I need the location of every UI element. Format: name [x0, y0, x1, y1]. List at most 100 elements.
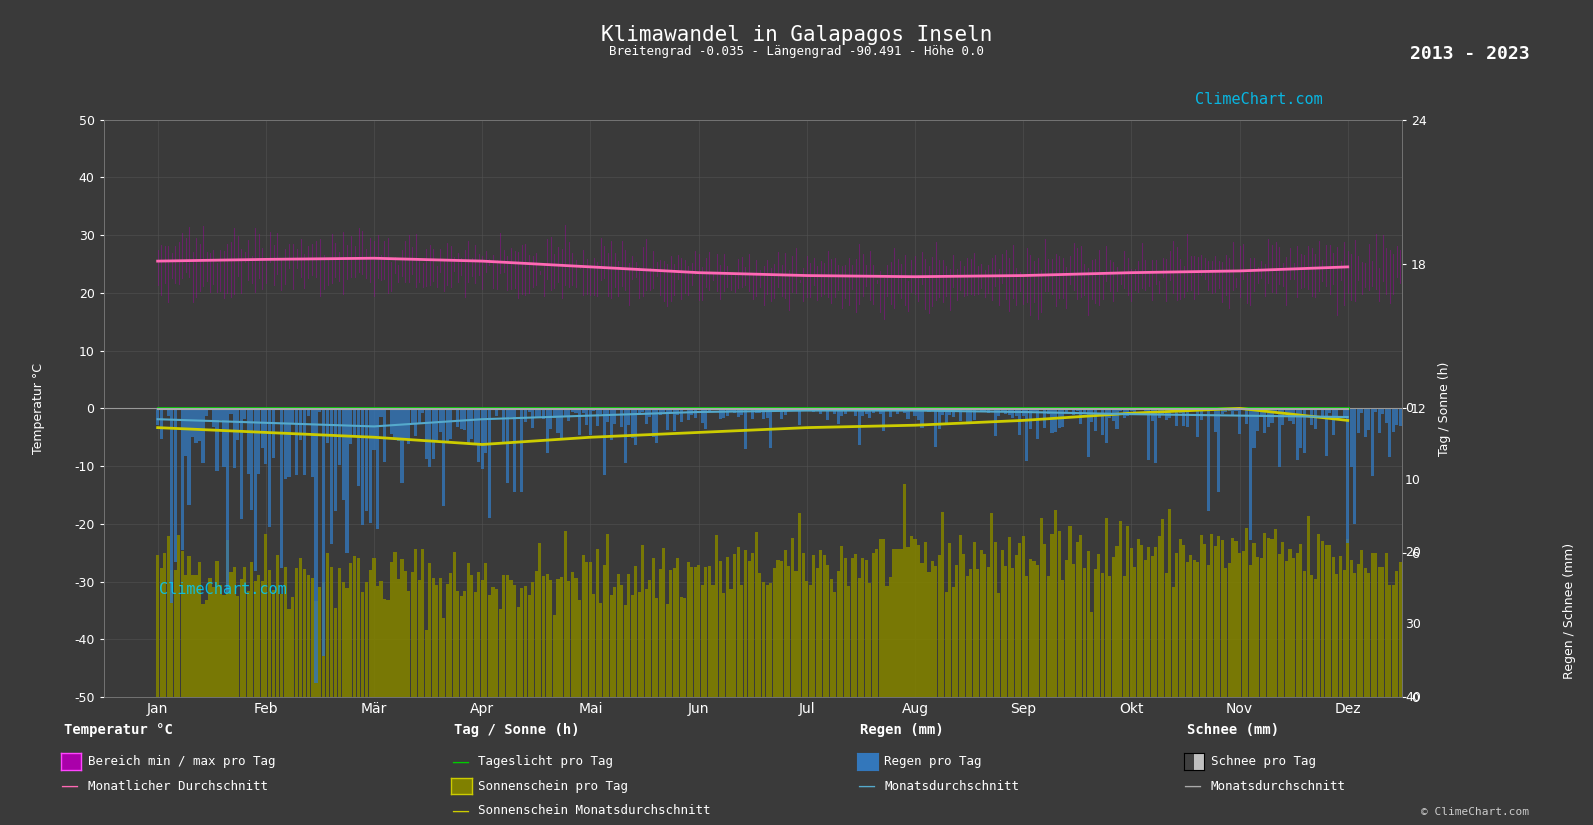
Bar [801, 408, 804, 410]
Bar [226, 540, 229, 697]
Bar [581, 555, 585, 697]
Bar [272, 591, 276, 697]
Bar [948, 543, 951, 697]
Bar [927, 572, 930, 697]
Bar [930, 561, 933, 697]
Bar [484, 563, 487, 697]
Bar [390, 562, 393, 697]
Bar [382, 408, 386, 462]
Bar [556, 579, 559, 697]
Bar [844, 408, 847, 414]
Bar [1094, 569, 1098, 697]
Bar [1314, 579, 1317, 697]
Bar [766, 585, 769, 697]
Bar [1274, 529, 1278, 697]
Bar [1150, 556, 1153, 697]
Bar [553, 408, 556, 418]
Bar [878, 539, 881, 697]
Bar [330, 408, 333, 544]
Bar [631, 596, 634, 697]
Bar [229, 408, 233, 413]
Bar [718, 562, 722, 697]
Bar [1133, 408, 1136, 415]
Bar [634, 566, 637, 697]
Bar [258, 408, 260, 474]
Bar [368, 570, 371, 697]
Bar [680, 596, 683, 697]
Bar [1426, 563, 1429, 697]
Text: Schnee (mm): Schnee (mm) [1187, 724, 1279, 737]
Bar [1360, 549, 1364, 697]
Bar [819, 408, 822, 413]
Bar [1413, 561, 1416, 697]
Bar [886, 408, 889, 410]
Bar [276, 554, 279, 697]
Bar [715, 535, 718, 697]
Bar [376, 587, 379, 697]
Bar [188, 556, 191, 697]
Bar [1324, 544, 1327, 697]
Bar [935, 566, 938, 697]
Bar [895, 408, 898, 414]
Bar [1021, 408, 1024, 416]
Bar [1405, 408, 1408, 464]
Bar [578, 408, 581, 435]
Bar [354, 556, 357, 697]
Bar [1018, 408, 1021, 436]
Bar [414, 549, 417, 697]
Bar [400, 559, 403, 697]
Bar [253, 581, 256, 697]
Bar [1241, 550, 1244, 697]
Bar [495, 588, 499, 697]
Bar [1214, 546, 1217, 697]
Bar [1004, 408, 1007, 413]
Bar [1399, 408, 1402, 427]
Bar [784, 408, 787, 415]
Bar [1211, 535, 1214, 697]
Bar [229, 573, 233, 697]
Bar [1123, 576, 1126, 697]
Bar [1263, 533, 1266, 697]
Bar [945, 592, 948, 697]
Bar [335, 608, 338, 697]
Bar [1196, 408, 1200, 437]
Bar [948, 408, 951, 414]
Bar [1188, 408, 1192, 412]
Bar [613, 408, 616, 424]
Bar [945, 408, 948, 423]
Bar [589, 562, 593, 697]
Bar [357, 558, 360, 697]
Bar [910, 408, 913, 412]
Bar [268, 570, 271, 697]
Text: Monatsdurchschnitt: Monatsdurchschnitt [884, 780, 1020, 793]
Bar [473, 408, 476, 445]
Bar [209, 578, 212, 697]
Bar [1220, 540, 1223, 697]
Bar [250, 562, 253, 697]
Bar [299, 558, 303, 697]
Bar [429, 563, 432, 697]
Bar [889, 578, 892, 697]
Bar [1392, 408, 1395, 431]
Bar [1147, 547, 1150, 697]
Bar [1123, 408, 1126, 418]
Bar [191, 408, 194, 437]
Bar [303, 569, 306, 697]
Bar [616, 573, 620, 697]
Bar [215, 561, 218, 697]
Bar [1266, 408, 1270, 427]
Bar [1061, 580, 1064, 697]
Bar [1129, 408, 1133, 411]
Bar [620, 585, 623, 697]
Bar [467, 408, 470, 444]
Bar [593, 594, 596, 697]
Bar [581, 408, 585, 412]
Bar [941, 408, 945, 415]
Bar [478, 408, 481, 462]
Bar [314, 601, 317, 697]
Bar [977, 568, 980, 697]
Bar [247, 591, 250, 697]
Bar [411, 572, 414, 697]
Bar [1249, 408, 1252, 540]
Bar [747, 408, 750, 410]
